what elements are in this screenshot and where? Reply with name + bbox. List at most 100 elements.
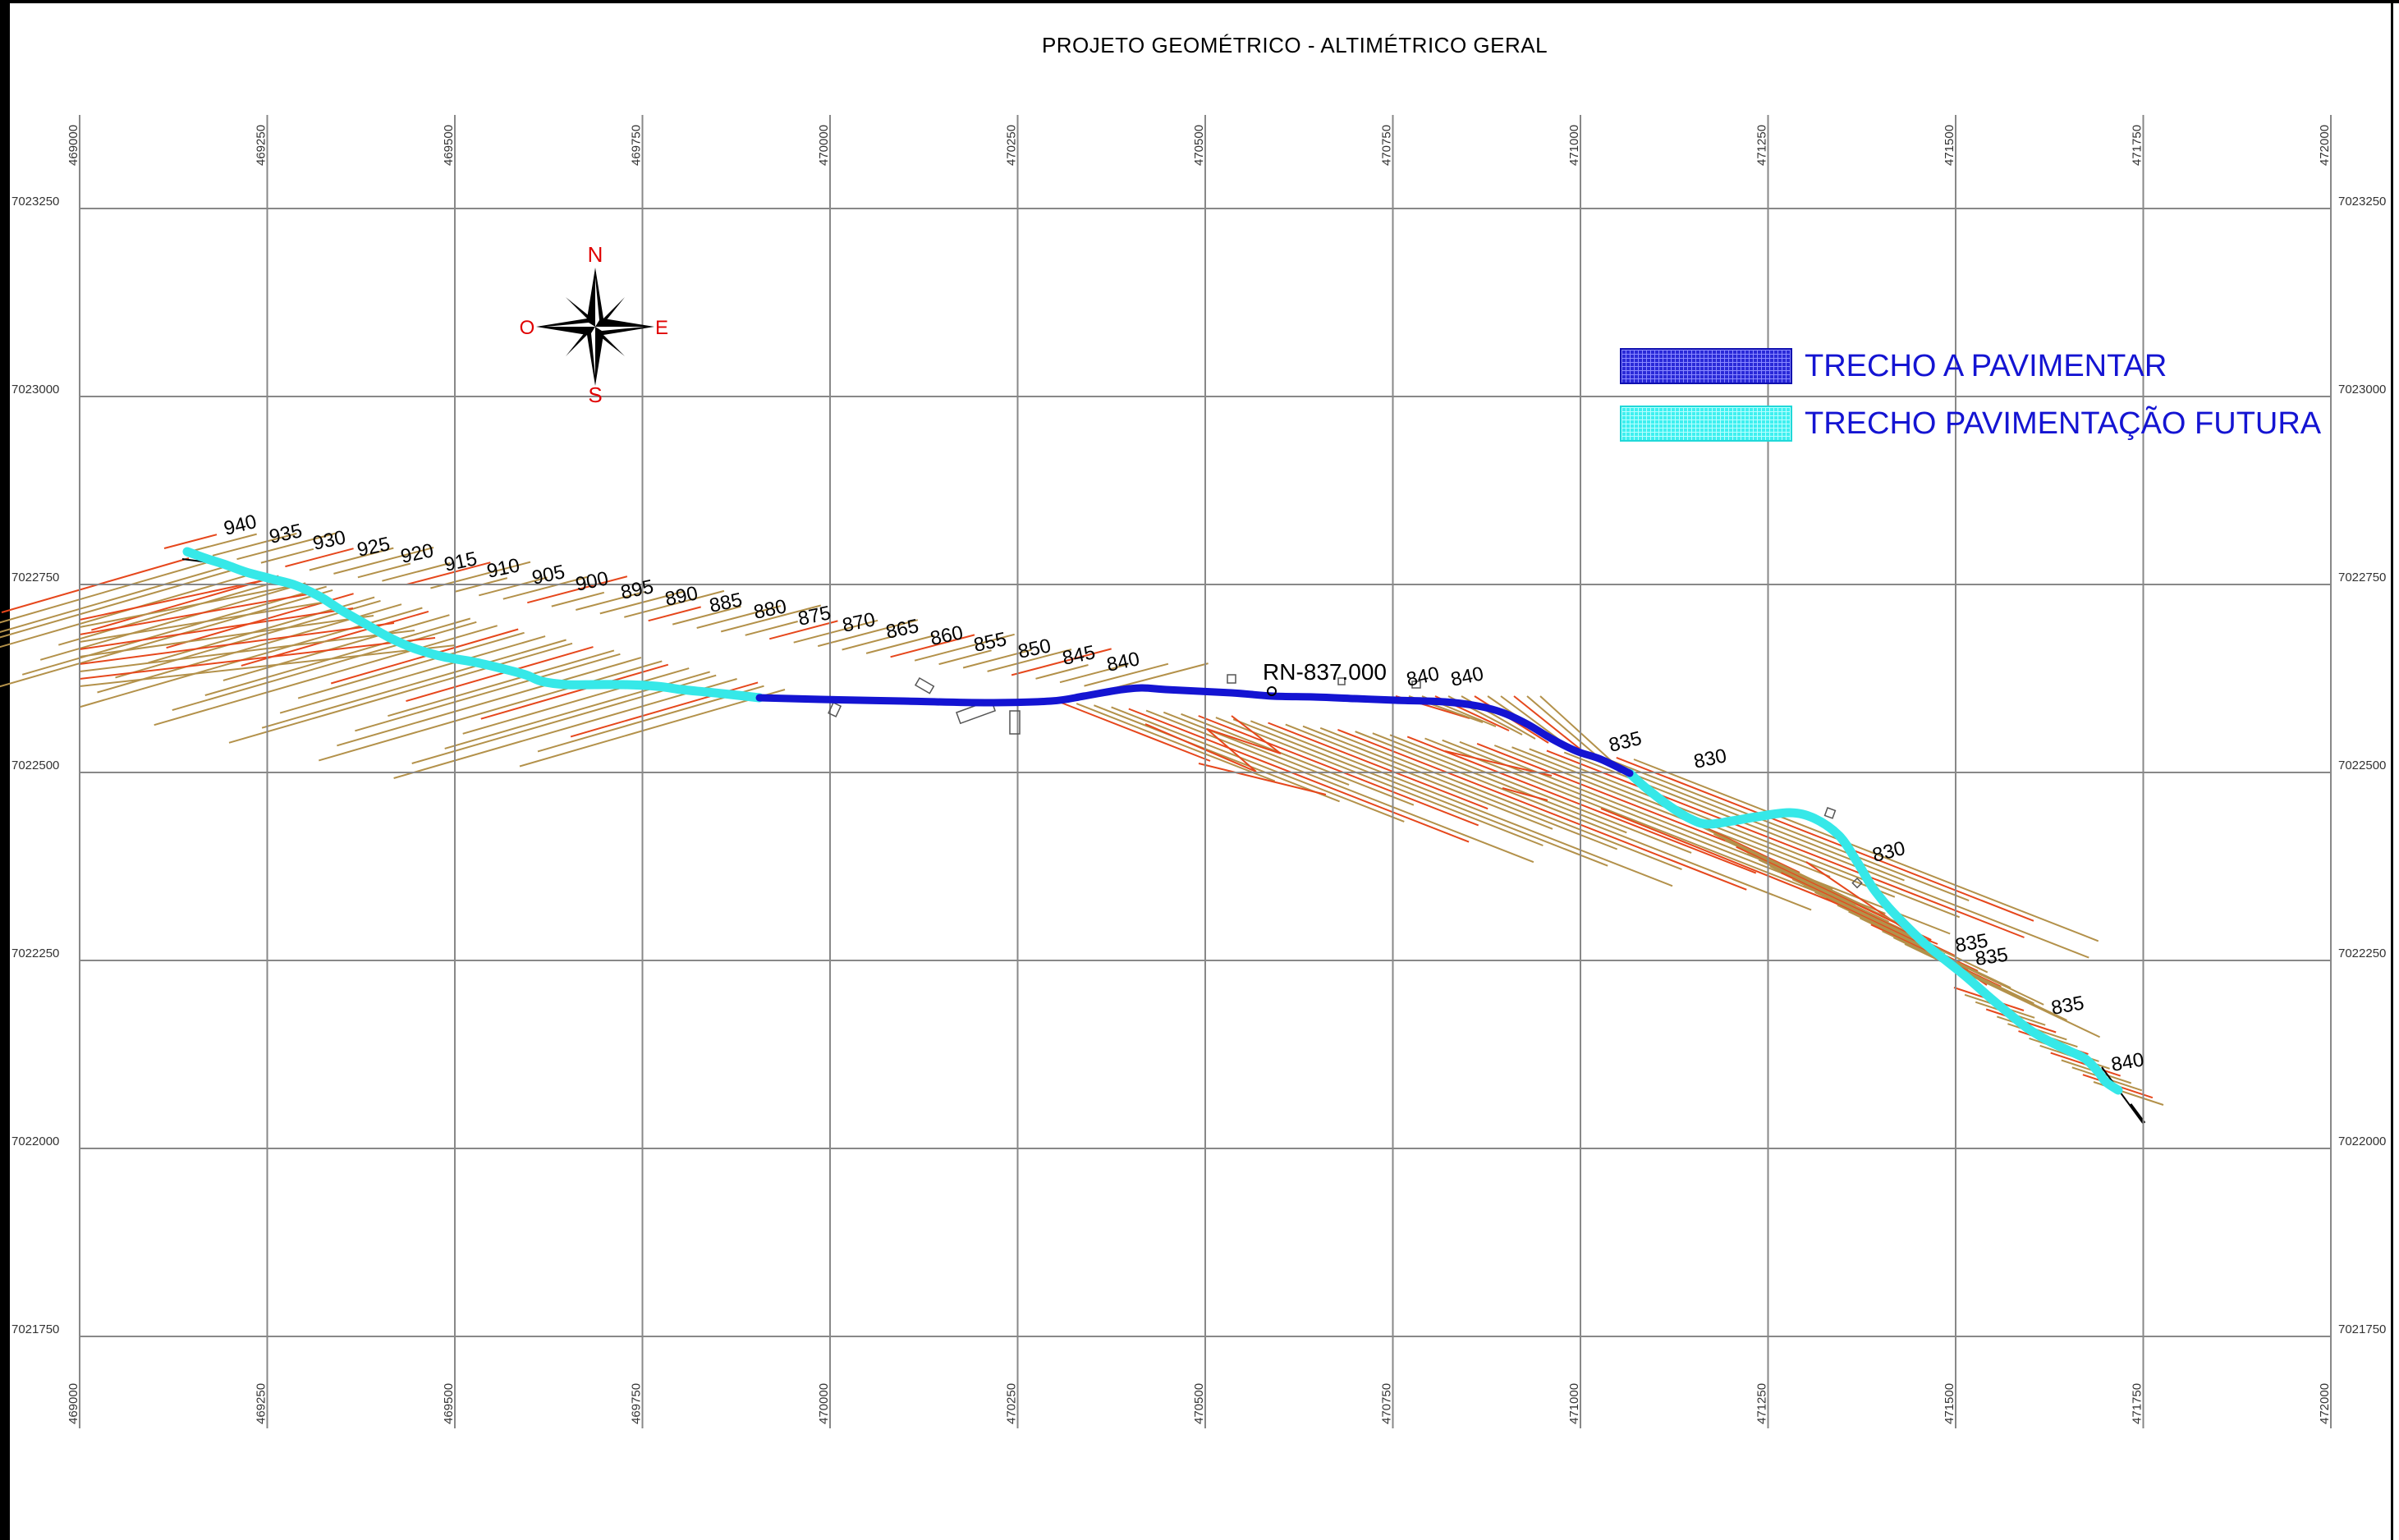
- contour-elevation-label: 840: [1405, 662, 1442, 691]
- grid-tick-labels: 469000 469000 469250 469250 469500 469500 4697…: [11, 125, 2386, 1424]
- contour-line: [1011, 648, 1112, 676]
- contour-line: [204, 617, 471, 696]
- contour-line: [1145, 709, 1534, 864]
- contour-elevation-label: 840: [1449, 662, 1486, 691]
- contour-line: [1128, 708, 1470, 843]
- contour-line: [1319, 726, 1682, 871]
- contour-line: [672, 605, 741, 626]
- building-outline: [1227, 674, 1236, 684]
- contour-line: [1904, 943, 2101, 1038]
- northing-label-right: 7022000: [2338, 1134, 2386, 1148]
- contour-elevation-label: 860: [929, 621, 966, 650]
- contour-line: [1526, 695, 1602, 760]
- sheet-border-left: [0, 0, 10, 1540]
- contour-line: [519, 689, 786, 768]
- contour-line: [1546, 749, 2025, 938]
- contour-line: [1599, 754, 1970, 902]
- easting-label-bottom: 471750: [2131, 1383, 2144, 1424]
- easting-label-top: 470250: [1005, 125, 1019, 166]
- sheet-border-top: [0, 0, 2399, 3]
- contour-line: [1231, 715, 1282, 754]
- contour-line: [154, 625, 498, 726]
- benchmark-point-icon: [1267, 686, 1277, 696]
- compass-highlight-icon-2: [595, 327, 644, 331]
- northing-label-left: 7023000: [11, 383, 59, 396]
- contour-elevation-label: 915: [443, 548, 479, 576]
- terrain-features: [828, 674, 1863, 889]
- easting-label-bottom: 471250: [1755, 1383, 1769, 1424]
- compass-highlight-icon: [595, 277, 599, 327]
- contour-line: [720, 604, 822, 633]
- easting-label-bottom: 472000: [2318, 1383, 2332, 1424]
- contour-elevation-label: 910: [485, 554, 522, 583]
- contour-line: [527, 575, 628, 604]
- contour-line: [163, 534, 218, 549]
- building-outline: [1337, 677, 1346, 685]
- contour-elevation-label: 840: [2109, 1048, 2145, 1076]
- compass-west-label: O: [520, 317, 535, 339]
- contour-line: [1713, 832, 1866, 907]
- northing-label-left: 7022500: [11, 759, 59, 772]
- contour-elevation-label: 900: [574, 567, 611, 596]
- contour-line: [1111, 706, 1405, 823]
- contour-line: [865, 635, 935, 654]
- contour-line: [648, 606, 701, 622]
- contour-line: [79, 600, 333, 643]
- contour-line: [319, 660, 663, 762]
- northing-label-right: 7021750: [2338, 1322, 2386, 1336]
- contour-elevation-label: 835: [2049, 992, 2085, 1020]
- contour-line: [1355, 731, 1812, 911]
- route-future-paving-east: [1625, 768, 2123, 1095]
- legend-label-future-paving: TRECHO PAVIMENTAÇÃO FUTURA: [1805, 406, 2322, 441]
- northing-label-left: 7023250: [11, 195, 59, 209]
- contour-line: [357, 562, 411, 579]
- contour-elevation-label: 865: [884, 615, 921, 644]
- contour-elevation-label: 830: [1692, 745, 1729, 773]
- contour-line: [1493, 745, 1831, 878]
- contour-line: [1215, 717, 1544, 846]
- contour-line: [212, 532, 297, 557]
- compass-north-label: N: [588, 242, 603, 267]
- contour-line: [1206, 728, 1257, 772]
- compass-east-label: E: [655, 317, 668, 339]
- benchmark-label: RN-837.000: [1263, 659, 1387, 685]
- easting-label-top: 471500: [1943, 125, 1956, 166]
- legend-swatch-blue: [1620, 348, 1792, 384]
- building-outline: [1009, 710, 1021, 735]
- contour-line: [1758, 859, 1889, 923]
- contour-line: [0, 571, 259, 649]
- contour-line: [21, 585, 327, 676]
- northing-label-left: 7022250: [11, 946, 59, 960]
- contour-line: [1198, 715, 1479, 827]
- contour-line: [1094, 704, 1340, 803]
- contour-line: [58, 578, 286, 646]
- contour-elevation-label: 885: [708, 589, 745, 617]
- contour-elevation-labels: 940 935 930 925 920 915 910 905 900 895 890 885 880 8…: [222, 511, 2146, 1076]
- contour-line: [79, 622, 395, 665]
- compass-highlight-icon-3: [591, 327, 595, 376]
- contour-line: [0, 564, 232, 633]
- easting-label-top: 470750: [1380, 125, 1394, 166]
- contour-line: [0, 568, 237, 639]
- contour-line: [1337, 728, 1747, 891]
- contour-line: [1690, 820, 1800, 873]
- contour-line: [115, 599, 381, 679]
- legend-item-future-paving: TRECHO PAVIMENTAÇÃO FUTURA: [1620, 406, 2321, 442]
- compass-south-label: S: [588, 383, 602, 407]
- easting-label-bottom: 471500: [1943, 1383, 1956, 1424]
- contour-elevation-label: 855: [972, 628, 1009, 657]
- contour-line: [1285, 723, 1553, 830]
- contour-line: [388, 649, 615, 717]
- contour-elevation-label: 875: [796, 602, 833, 630]
- contour-line: [1035, 664, 1089, 680]
- contour-line: [1502, 787, 1548, 801]
- easting-label-top: 469250: [255, 125, 268, 166]
- contour-line: [1076, 703, 1276, 782]
- contour-line: [188, 533, 257, 553]
- easting-label-top: 471250: [1755, 125, 1769, 166]
- northing-label-left: 7022000: [11, 1134, 59, 1148]
- contour-line: [228, 642, 573, 744]
- contour-line: [79, 585, 292, 628]
- contour-line: [1268, 722, 1488, 810]
